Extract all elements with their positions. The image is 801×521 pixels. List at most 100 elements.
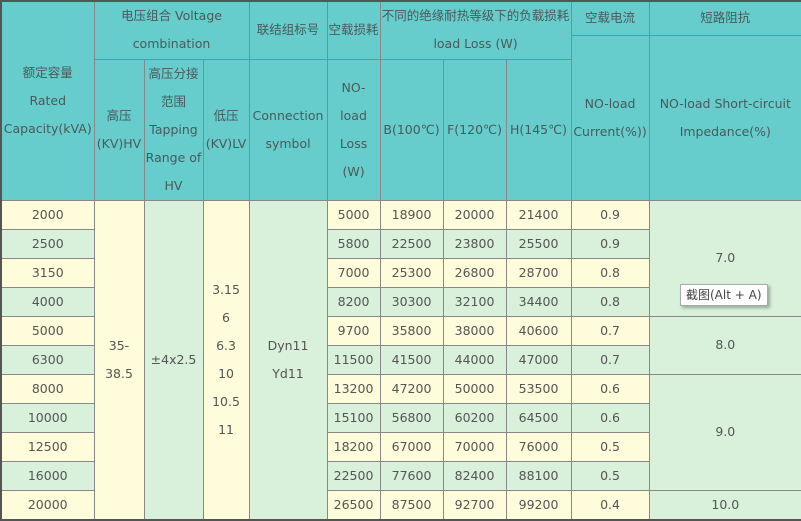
cell-noload-loss: 13200 <box>326 373 381 404</box>
table-row: 5000 9700 35800 38000 40600 0.7 8.0 <box>0 315 801 375</box>
cell-load-loss-b: 22500 <box>379 228 444 259</box>
cell-load-loss-h: 76000 <box>505 431 572 462</box>
cell-load-loss-h: 28700 <box>505 257 572 288</box>
lv-value: 10.5 <box>212 393 240 409</box>
cell-lv: 3.15 6 6.3 10 10.5 11 <box>202 199 250 520</box>
cell-noload-loss: 8200 <box>326 286 381 317</box>
cell-noload-loss: 5000 <box>326 199 381 230</box>
table-row: 6300 11500 41500 44000 47000 0.7 <box>0 344 801 375</box>
header-rated-capacity: 额定容量 Rated Capacity(kVA) <box>0 0 95 201</box>
cell-noload-loss: 18200 <box>326 431 381 462</box>
cell-capacity: 8000 <box>0 373 95 404</box>
cell-impedance: 10.0 <box>648 489 801 520</box>
cell-load-loss-b: 30300 <box>379 286 444 317</box>
header-load-loss: 不同的绝缘耐热等级下的负载损耗load Loss (W) <box>379 0 572 60</box>
cell-noload-current: 0.9 <box>570 199 650 230</box>
header-tapping: 高压分接范围 Tapping Range of HV <box>143 58 204 201</box>
cell-noload-loss: 9700 <box>326 315 381 346</box>
screenshot-tooltip: 截图(Alt + A) <box>680 284 768 306</box>
cell-impedance: 8.0 <box>648 315 801 375</box>
header-lv: 低压 (KV)LV <box>202 58 250 201</box>
cell-load-loss-h: 64500 <box>505 402 572 433</box>
cell-capacity: 4000 <box>0 286 95 317</box>
cell-noload-current: 0.9 <box>570 228 650 259</box>
cell-load-loss-b: 77600 <box>379 460 444 491</box>
header-noload-loss: NO-load Loss (W) <box>326 58 381 201</box>
cell-load-loss-h: 88100 <box>505 460 572 491</box>
cell-noload-loss: 7000 <box>326 257 381 288</box>
table-row: 10000 15100 56800 60200 64500 0.6 <box>0 402 801 433</box>
header-b: B(100℃) <box>379 58 444 201</box>
header-noload-loss-cn: 空载损耗 <box>326 0 381 60</box>
table-row: 16000 22500 77600 82400 88100 0.5 <box>0 460 801 491</box>
header-voltage-combination: 电压组合 Voltage combination <box>93 0 250 60</box>
lv-value: 11 <box>218 421 234 437</box>
cell-load-loss-f: 23800 <box>442 228 507 259</box>
cell-load-loss-h: 53500 <box>505 373 572 404</box>
cell-capacity: 10000 <box>0 402 95 433</box>
cell-load-loss-f: 44000 <box>442 344 507 375</box>
cell-load-loss-h: 25500 <box>505 228 572 259</box>
cell-capacity: 5000 <box>0 315 95 346</box>
cell-noload-current: 0.4 <box>570 489 650 520</box>
lv-value: 6 <box>222 309 230 325</box>
header-impedance: NO-load Short-circuit Impedance(%) <box>648 34 801 201</box>
cell-capacity: 12500 <box>0 431 95 462</box>
cell-load-loss-b: 67000 <box>379 431 444 462</box>
cell-noload-current: 0.5 <box>570 460 650 491</box>
header-impedance-cn: 短路阻抗 <box>648 0 801 36</box>
cell-impedance: 9.0 <box>648 373 801 491</box>
cell-load-loss-f: 38000 <box>442 315 507 346</box>
cell-noload-loss: 15100 <box>326 402 381 433</box>
header-hv: 高压 (KV)HV <box>93 58 145 201</box>
cell-noload-current: 0.6 <box>570 373 650 404</box>
lv-value: 6.3 <box>216 337 236 353</box>
cell-load-loss-b: 18900 <box>379 199 444 230</box>
header-connection-cn: 联结组标号 <box>248 0 328 60</box>
cell-noload-loss: 22500 <box>326 460 381 491</box>
cell-capacity: 16000 <box>0 460 95 491</box>
cell-impedance: 7.0 <box>648 199 801 317</box>
cell-capacity: 3150 <box>0 257 95 288</box>
table-row: 2000 35-38.5 ±4x2.5 3.15 6 6.3 10 10.5 11 Dyn11 Yd… <box>0 199 801 520</box>
table-row: 3150 7000 25300 26800 28700 0.8 <box>0 257 801 288</box>
cell-load-loss-f: 50000 <box>442 373 507 404</box>
cell-load-loss-b: 47200 <box>379 373 444 404</box>
table-row: 20000 26500 87500 92700 99200 0.4 10.0 <box>0 489 801 520</box>
header-h: H(145℃) <box>505 58 572 201</box>
cell-load-loss-f: 32100 <box>442 286 507 317</box>
lv-value: 3.15 <box>212 281 240 297</box>
cell-noload-current: 0.6 <box>570 402 650 433</box>
cell-load-loss-b: 41500 <box>379 344 444 375</box>
cell-load-loss-f: 60200 <box>442 402 507 433</box>
cell-load-loss-f: 26800 <box>442 257 507 288</box>
cell-capacity: 6300 <box>0 344 95 375</box>
table-row: 8000 13200 47200 50000 53500 0.6 9.0 <box>0 373 801 491</box>
cell-load-loss-h: 99200 <box>505 489 572 520</box>
header-current: NO-load Current(%)) <box>570 34 650 201</box>
cell-load-loss-b: 25300 <box>379 257 444 288</box>
cell-noload-current: 0.7 <box>570 344 650 375</box>
cell-load-loss-b: 35800 <box>379 315 444 346</box>
cell-load-loss-f: 82400 <box>442 460 507 491</box>
cell-load-loss-f: 92700 <box>442 489 507 520</box>
lv-value: 10 <box>218 365 234 381</box>
cell-connection: Dyn11 Yd11 <box>248 199 328 520</box>
cell-load-loss-h: 34400 <box>505 286 572 317</box>
cell-capacity: 2000 <box>0 199 95 230</box>
cell-load-loss-b: 56800 <box>379 402 444 433</box>
cell-load-loss-h: 47000 <box>505 344 572 375</box>
header-current-cn: 空载电流 <box>570 0 650 36</box>
cell-load-loss-f: 20000 <box>442 199 507 230</box>
cell-capacity: 20000 <box>0 489 95 520</box>
connection-value: Dyn11 <box>267 337 309 353</box>
cell-load-loss-f: 70000 <box>442 431 507 462</box>
cell-noload-current: 0.8 <box>570 286 650 317</box>
cell-noload-current: 0.7 <box>570 315 650 346</box>
cell-noload-loss: 26500 <box>326 489 381 520</box>
cell-noload-loss: 5800 <box>326 228 381 259</box>
cell-capacity: 2500 <box>0 228 95 259</box>
cell-hv: 35-38.5 <box>93 199 145 520</box>
table-row: 4000 8200 30300 32100 34400 0.8 <box>0 286 801 317</box>
connection-value: Yd11 <box>272 365 304 381</box>
